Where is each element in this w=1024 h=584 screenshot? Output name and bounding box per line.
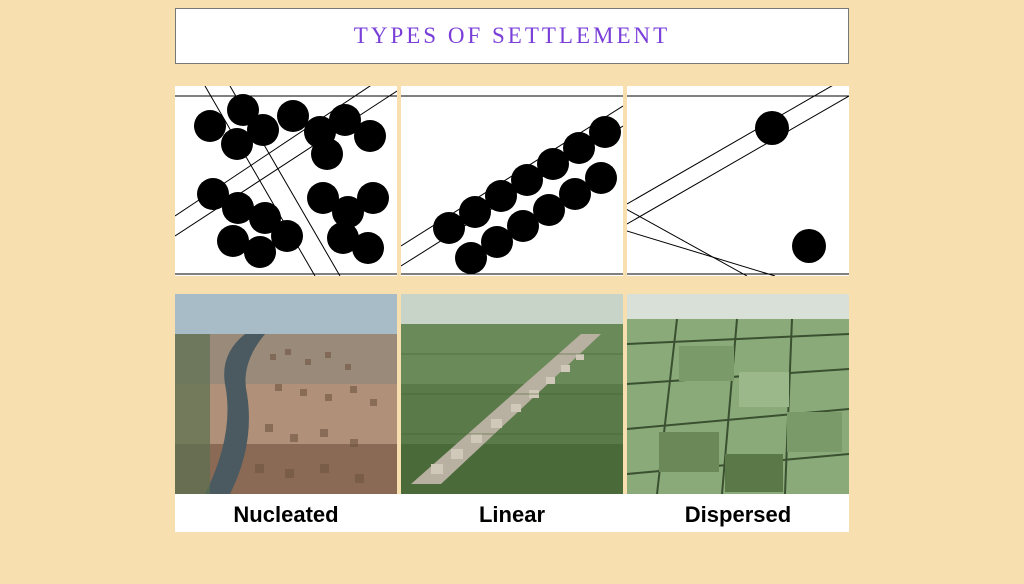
labels-row: Nucleated Linear Dispersed	[175, 494, 849, 532]
photo-linear	[401, 294, 623, 494]
diagram-nucleated	[175, 86, 397, 276]
linear-svg	[401, 86, 623, 276]
photo-dispersed	[627, 294, 849, 494]
title-panel: TYPES OF SETTLEMENT	[175, 8, 849, 64]
nucleated-svg	[175, 86, 397, 276]
label-dispersed: Dispersed	[627, 502, 849, 528]
diagram-linear	[401, 86, 623, 276]
photo-row	[175, 294, 849, 494]
label-linear: Linear	[401, 502, 623, 528]
diagram-dispersed	[627, 86, 849, 276]
photo-nucleated	[175, 294, 397, 494]
diagram-row	[175, 86, 849, 276]
page-title: TYPES OF SETTLEMENT	[186, 23, 838, 49]
dispersed-svg	[627, 86, 849, 276]
label-nucleated: Nucleated	[175, 502, 397, 528]
settlement-grid: Nucleated Linear Dispersed	[175, 86, 849, 532]
